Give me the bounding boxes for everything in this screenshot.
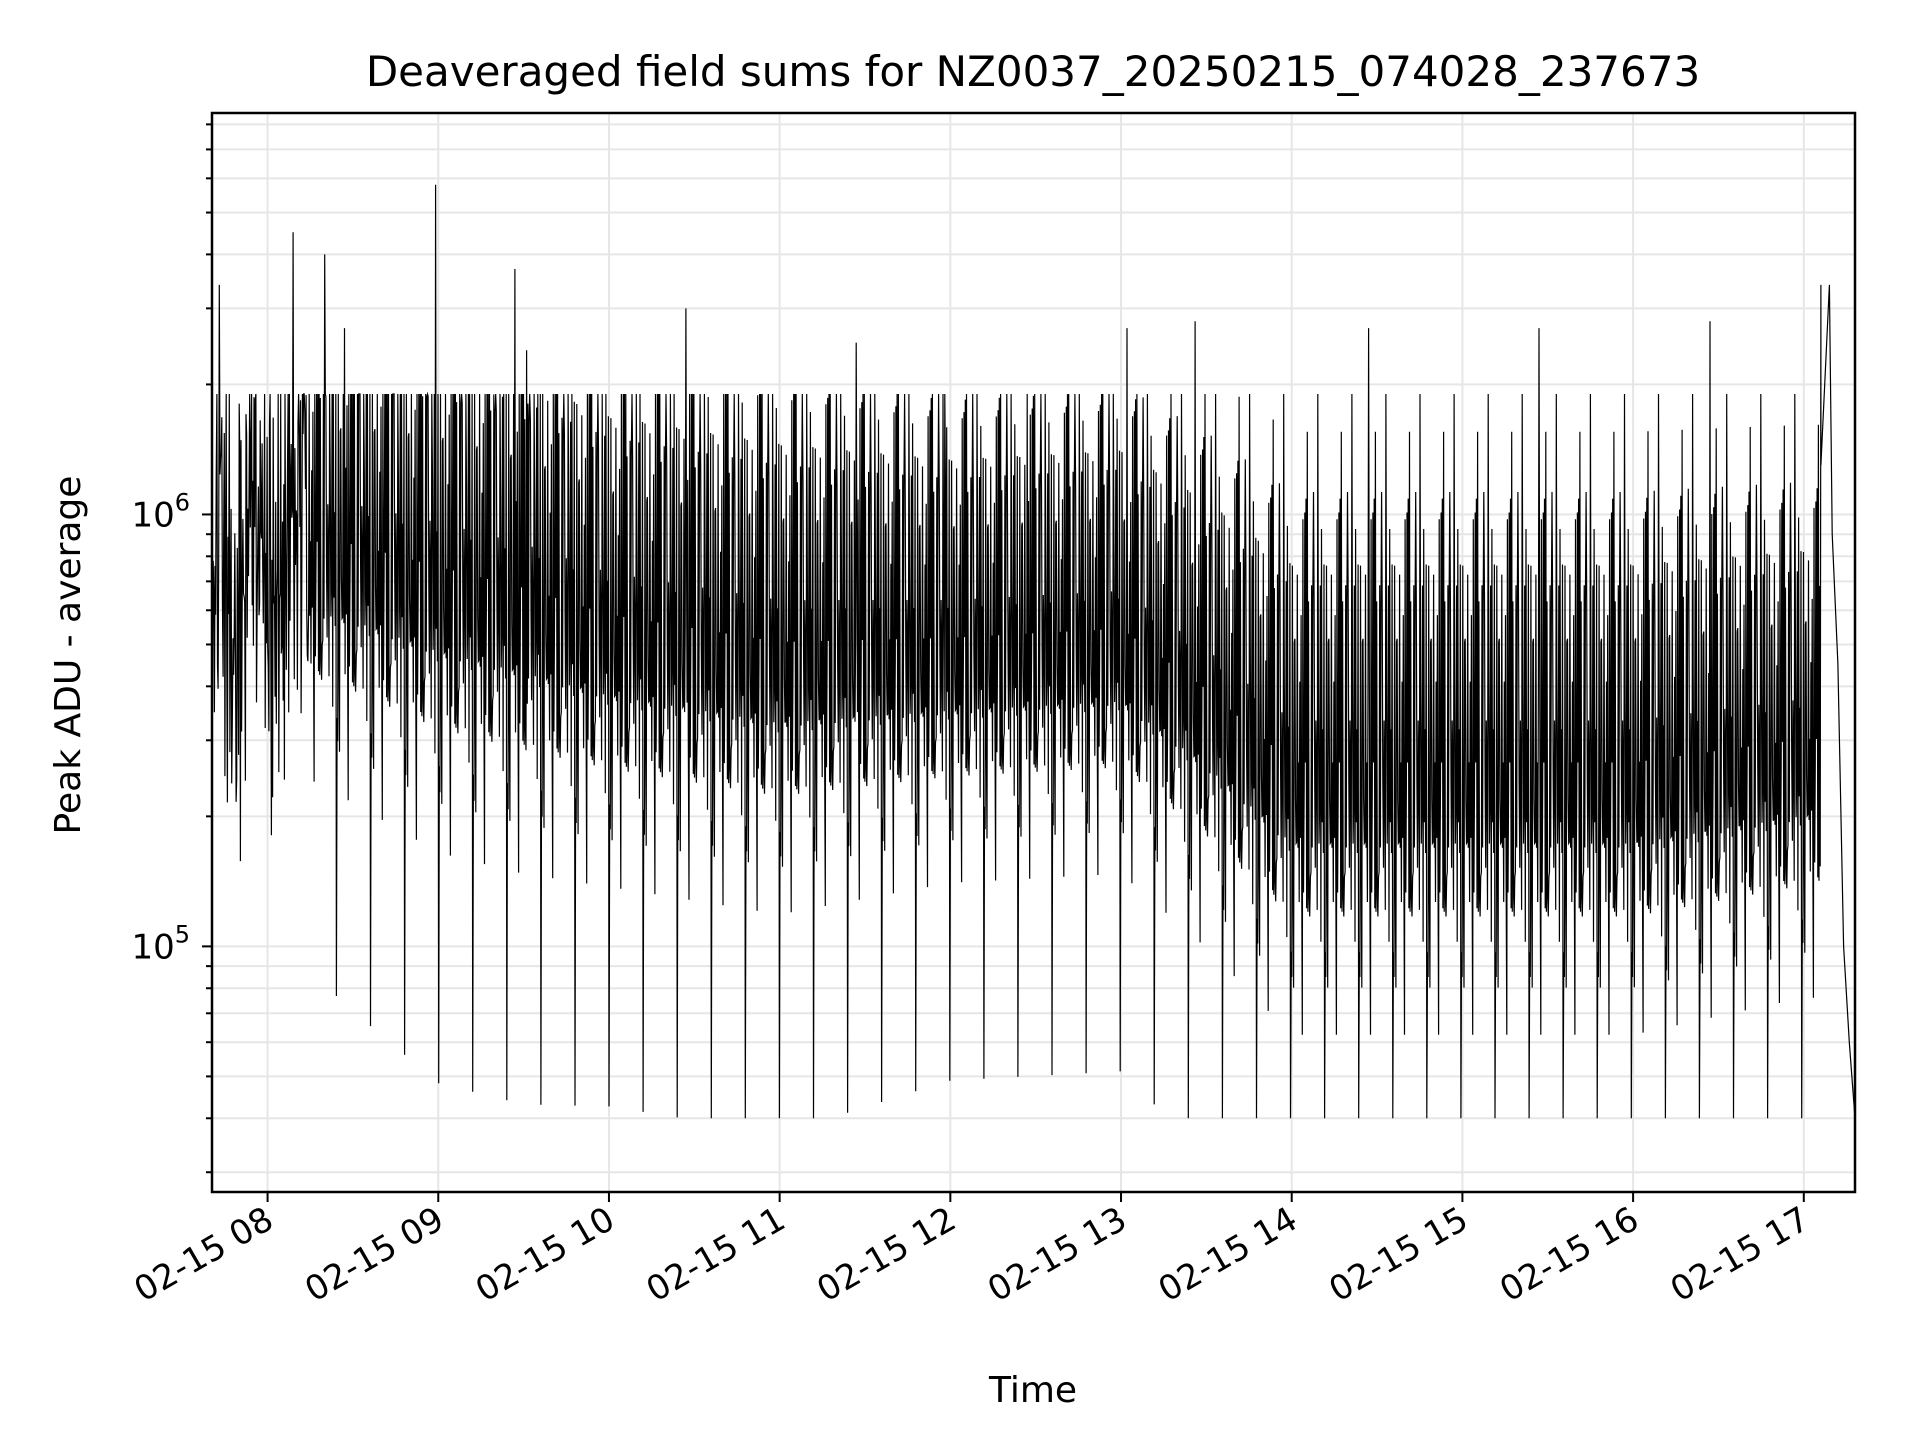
x-tick-label: 02-15 17: [1664, 1199, 1816, 1310]
x-tick-label: 02-15 14: [1152, 1199, 1304, 1310]
x-tick-label: 02-15 11: [640, 1199, 792, 1310]
y-tick-label: 105: [131, 920, 190, 967]
chart-title: Deaveraged field sums for NZ0037_2025021…: [366, 47, 1700, 96]
x-tick-label: 02-15 09: [298, 1199, 450, 1310]
y-axis-label: Peak ADU - average: [48, 476, 89, 835]
x-tick-label: 02-15 16: [1493, 1199, 1645, 1310]
x-tick-label: 02-15 12: [810, 1199, 962, 1310]
x-tick-label: 02-15 10: [469, 1199, 621, 1310]
x-axis-label: Time: [988, 1370, 1077, 1411]
x-tick-label: 02-15 13: [981, 1199, 1133, 1310]
series-line: [212, 184, 1855, 1119]
x-tick-label: 02-15 15: [1323, 1199, 1475, 1310]
x-tick-label: 02-15 08: [128, 1199, 280, 1310]
series-layer: [212, 184, 1855, 1119]
plot-frame: [210, 111, 1857, 1194]
y-tick-label: 106: [131, 488, 190, 535]
